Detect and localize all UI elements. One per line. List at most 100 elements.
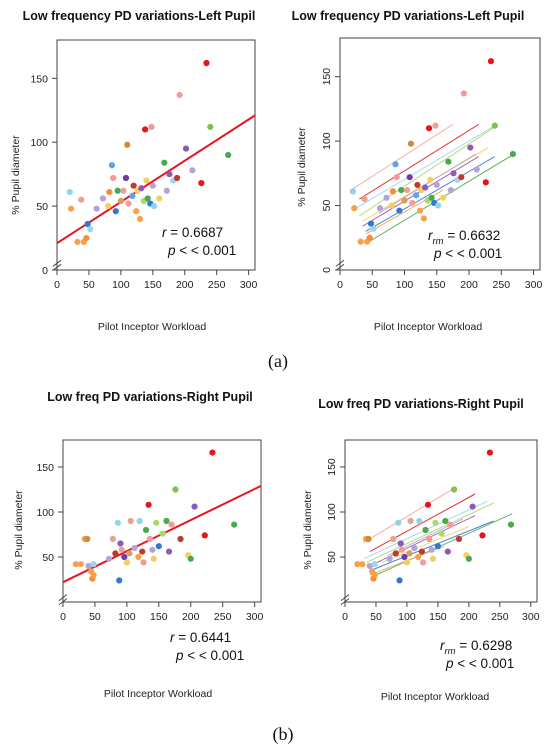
y-tick-label: 100 bbox=[30, 137, 48, 149]
x-tick-label: 300 bbox=[246, 611, 264, 623]
y-tick-label: 150 bbox=[30, 73, 48, 85]
data-point bbox=[130, 182, 137, 189]
y-tick-label: 50 bbox=[326, 551, 338, 563]
y-tick-label: 150 bbox=[326, 458, 338, 476]
data-point bbox=[90, 561, 97, 568]
p-value-label: p < < 0.001 bbox=[433, 246, 502, 261]
x-tick-label: 250 bbox=[214, 611, 232, 623]
data-point bbox=[440, 194, 447, 201]
data-point bbox=[136, 215, 144, 222]
data-point bbox=[84, 535, 91, 543]
fit-line bbox=[359, 126, 496, 217]
data-point bbox=[109, 535, 116, 543]
data-point bbox=[426, 535, 433, 543]
x-tick-label: 0 bbox=[60, 611, 66, 623]
data-point bbox=[425, 125, 433, 132]
data-point bbox=[189, 167, 196, 174]
data-point bbox=[116, 577, 123, 584]
correlation-label: rrm = 0.6632 bbox=[428, 228, 500, 247]
data-point bbox=[507, 521, 515, 528]
data-point bbox=[409, 199, 416, 207]
data-point bbox=[149, 182, 156, 189]
p-value-label: p < < 0.001 bbox=[175, 648, 244, 663]
data-point bbox=[161, 159, 168, 166]
data-point bbox=[122, 174, 130, 182]
y-tick-label: 100 bbox=[321, 132, 333, 150]
data-point bbox=[125, 200, 132, 207]
data-point bbox=[176, 91, 183, 99]
x-tick-label: 0 bbox=[342, 611, 348, 623]
data-point bbox=[198, 180, 205, 187]
data-point bbox=[432, 122, 439, 129]
x-axis-label: Pilot Inceptor Workload bbox=[98, 321, 207, 333]
data-point bbox=[127, 517, 134, 525]
data-point bbox=[138, 185, 145, 192]
x-tick-label: 50 bbox=[366, 279, 378, 291]
data-point bbox=[117, 540, 124, 547]
data-point bbox=[77, 561, 84, 568]
data-point bbox=[482, 179, 489, 186]
caption-a: (a) bbox=[268, 351, 288, 372]
data-point bbox=[104, 203, 112, 210]
data-point bbox=[509, 150, 517, 158]
data-point bbox=[424, 501, 432, 508]
data-point bbox=[359, 561, 366, 568]
data-point bbox=[110, 174, 117, 182]
data-point bbox=[120, 187, 127, 194]
data-point bbox=[351, 205, 358, 212]
data-point bbox=[121, 553, 128, 561]
x-axis-label: Pilot Inceptor Workload bbox=[104, 688, 213, 700]
chart-title: Low freq PD variations-Right Pupil bbox=[318, 397, 524, 411]
data-point bbox=[87, 226, 94, 233]
data-point bbox=[72, 561, 79, 568]
data-point bbox=[135, 553, 142, 561]
data-point bbox=[486, 449, 494, 456]
correlation-label: r = 0.6687 bbox=[162, 225, 223, 240]
data-point bbox=[469, 503, 476, 510]
data-point bbox=[172, 486, 179, 493]
data-point bbox=[156, 195, 163, 202]
data-point bbox=[85, 562, 92, 570]
data-point bbox=[108, 162, 116, 169]
data-point bbox=[105, 555, 113, 562]
x-tick-label: 200 bbox=[460, 279, 478, 291]
data-point bbox=[191, 503, 198, 510]
x-axis-label: Pilot Inceptor Workload bbox=[381, 691, 490, 703]
x-tick-label: 200 bbox=[176, 279, 194, 291]
data-point bbox=[406, 174, 413, 181]
data-point bbox=[389, 188, 397, 195]
data-point bbox=[428, 546, 435, 553]
y-tick-label: 0 bbox=[321, 267, 333, 273]
p-value-label: p < < 0.001 bbox=[167, 243, 236, 258]
x-tick-label: 300 bbox=[525, 279, 543, 291]
fit-line bbox=[359, 123, 479, 200]
data-point bbox=[455, 535, 463, 543]
data-point bbox=[153, 519, 160, 526]
data-point bbox=[74, 238, 81, 245]
data-point bbox=[143, 177, 150, 184]
data-point bbox=[365, 535, 372, 543]
fit-line bbox=[372, 520, 494, 571]
data-point bbox=[209, 449, 216, 456]
data-point bbox=[148, 123, 155, 130]
data-point bbox=[390, 535, 397, 543]
y-tick-label: 0 bbox=[42, 265, 48, 277]
x-tick-label: 150 bbox=[429, 611, 447, 623]
y-axis-label: % Pupil diameter bbox=[296, 127, 308, 207]
data-point bbox=[460, 90, 467, 97]
data-point bbox=[159, 530, 166, 537]
scatter-chart-2: Low frequency PD variations-Left Pupil 0 5… bbox=[292, 9, 543, 333]
data-point bbox=[433, 181, 440, 189]
x-tick-label: 0 bbox=[54, 279, 60, 291]
x-tick-label: 250 bbox=[493, 279, 511, 291]
data-point bbox=[420, 215, 427, 222]
data-point bbox=[450, 170, 457, 177]
data-point bbox=[124, 141, 131, 148]
data-point bbox=[203, 59, 210, 67]
data-point bbox=[370, 225, 377, 232]
data-point bbox=[131, 544, 138, 552]
data-point bbox=[401, 197, 408, 204]
y-tick-label: 100 bbox=[36, 507, 54, 519]
x-tick-label: 250 bbox=[208, 279, 226, 291]
